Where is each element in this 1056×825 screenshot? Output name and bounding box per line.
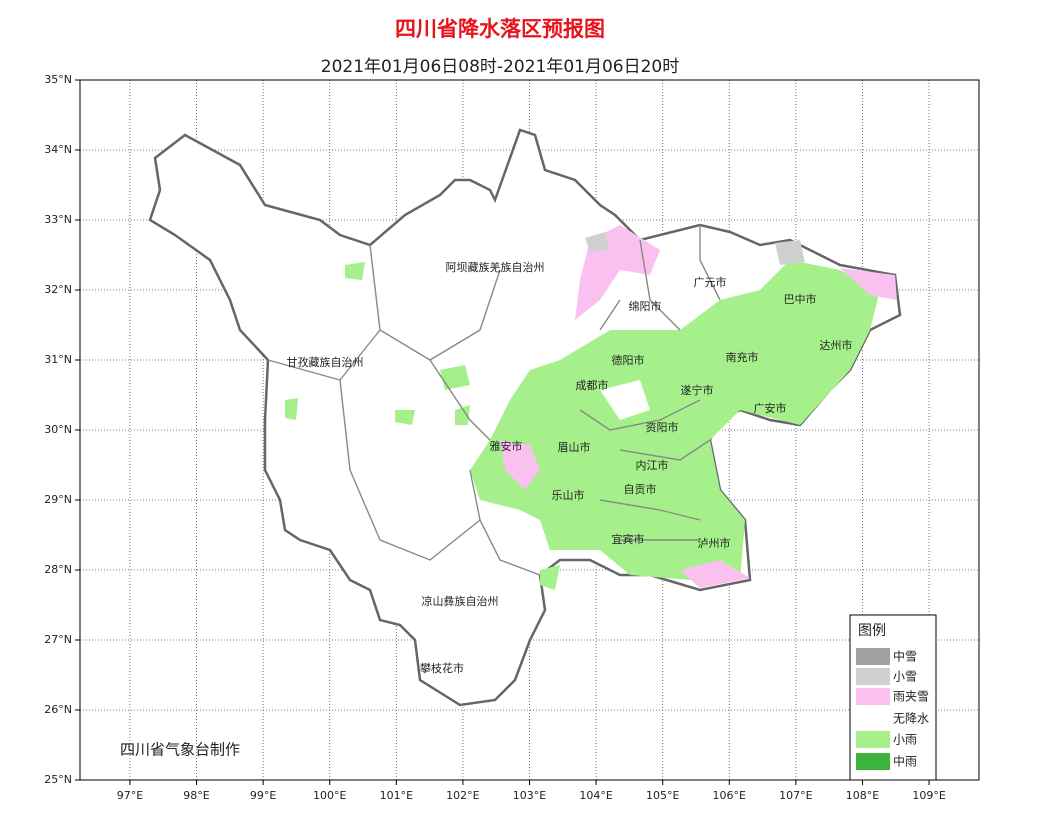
x-tick-label: 99°E <box>250 789 276 802</box>
x-tick-label: 103°E <box>513 789 546 802</box>
legend-swatch <box>856 668 890 685</box>
legend-swatch <box>856 710 890 727</box>
x-tick-label: 106°E <box>713 789 746 802</box>
x-tick-label: 102°E <box>446 789 479 802</box>
region-label: 成都市 <box>576 378 609 392</box>
legend-label: 小雨 <box>893 733 917 747</box>
light-snow-area <box>585 232 610 252</box>
region-label: 德阳市 <box>612 353 645 367</box>
no-rain-area <box>600 380 650 420</box>
region-label: 广安市 <box>754 401 787 415</box>
x-tick-label: 101°E <box>380 789 413 802</box>
sleet-area <box>500 440 540 490</box>
legend-label: 无降水 <box>893 712 929 726</box>
region-label: 巴中市 <box>784 292 817 306</box>
region-label: 宜宾市 <box>612 532 645 546</box>
y-tick-label: 30°N <box>44 423 72 436</box>
x-tick-label: 107°E <box>779 789 812 802</box>
y-tick-label: 31°N <box>44 353 72 366</box>
map-frame <box>79 79 980 781</box>
region-label: 南充市 <box>726 350 759 364</box>
x-tick-label: 105°E <box>646 789 679 802</box>
legend-label: 中雨 <box>893 754 917 769</box>
legend-label: 中雪 <box>893 649 917 664</box>
region-label: 自贡市 <box>624 482 657 496</box>
map-title: 四川省降水落区预报图 <box>395 17 605 41</box>
sleet-area <box>680 560 750 588</box>
legend-swatch <box>856 648 890 665</box>
grid: 97°E 98°E 99°E 100°E 101°E 102°E 103°E 104°E 105… <box>44 73 979 802</box>
y-tick-label: 32°N <box>44 283 72 296</box>
y-tick-label: 29°N <box>44 493 72 506</box>
region-label: 绵阳市 <box>629 299 662 313</box>
region-label: 达州市 <box>820 338 853 352</box>
region-label: 遂宁市 <box>681 383 714 397</box>
y-tick-label: 34°N <box>44 143 72 156</box>
district-boundaries <box>267 225 721 576</box>
y-tick-label: 33°N <box>44 213 72 226</box>
region-label: 阿坝藏族羌族自治州 <box>446 260 545 274</box>
region-label: 凉山彝族自治州 <box>422 594 499 608</box>
credit: 四川省气象台制作 <box>120 741 240 759</box>
legend-label: 雨夹雪 <box>893 690 929 704</box>
region-label: 甘孜藏族自治州 <box>287 355 364 369</box>
y-tick-label: 27°N <box>44 633 72 646</box>
y-tick-label: 28°N <box>44 563 72 576</box>
legend-title: 图例 <box>858 623 886 639</box>
x-tick-label: 104°E <box>579 789 612 802</box>
region-label: 广元市 <box>694 275 727 289</box>
sleet-area <box>840 268 897 300</box>
legend-label: 小雪 <box>893 670 917 684</box>
region-label: 内江市 <box>636 458 669 472</box>
light-rain-area <box>470 260 880 580</box>
x-tick-label: 97°E <box>117 789 143 802</box>
legend-swatch <box>856 731 890 748</box>
region-label: 攀枝花市 <box>420 661 464 675</box>
region-label: 乐山市 <box>552 488 585 502</box>
legend-swatch <box>856 688 890 705</box>
x-tick-label: 98°E <box>183 789 209 802</box>
region-label: 资阳市 <box>646 420 679 434</box>
y-tick-label: 35°N <box>44 73 72 86</box>
light-snow-area <box>775 240 805 265</box>
x-tick-label: 109°E <box>912 789 945 802</box>
x-tick-label: 100°E <box>313 789 346 802</box>
region-label: 泸州市 <box>698 536 731 550</box>
x-tick-label: 108°E <box>846 789 879 802</box>
legend-swatch <box>856 753 890 770</box>
y-tick-label: 26°N <box>44 703 72 716</box>
y-tick-label: 25°N <box>44 773 72 786</box>
map-subtitle: 2021年01月06日08时-2021年01月06日20时 <box>321 57 679 77</box>
region-label: 雅安市 <box>490 439 523 453</box>
region-label: 眉山市 <box>558 440 591 454</box>
